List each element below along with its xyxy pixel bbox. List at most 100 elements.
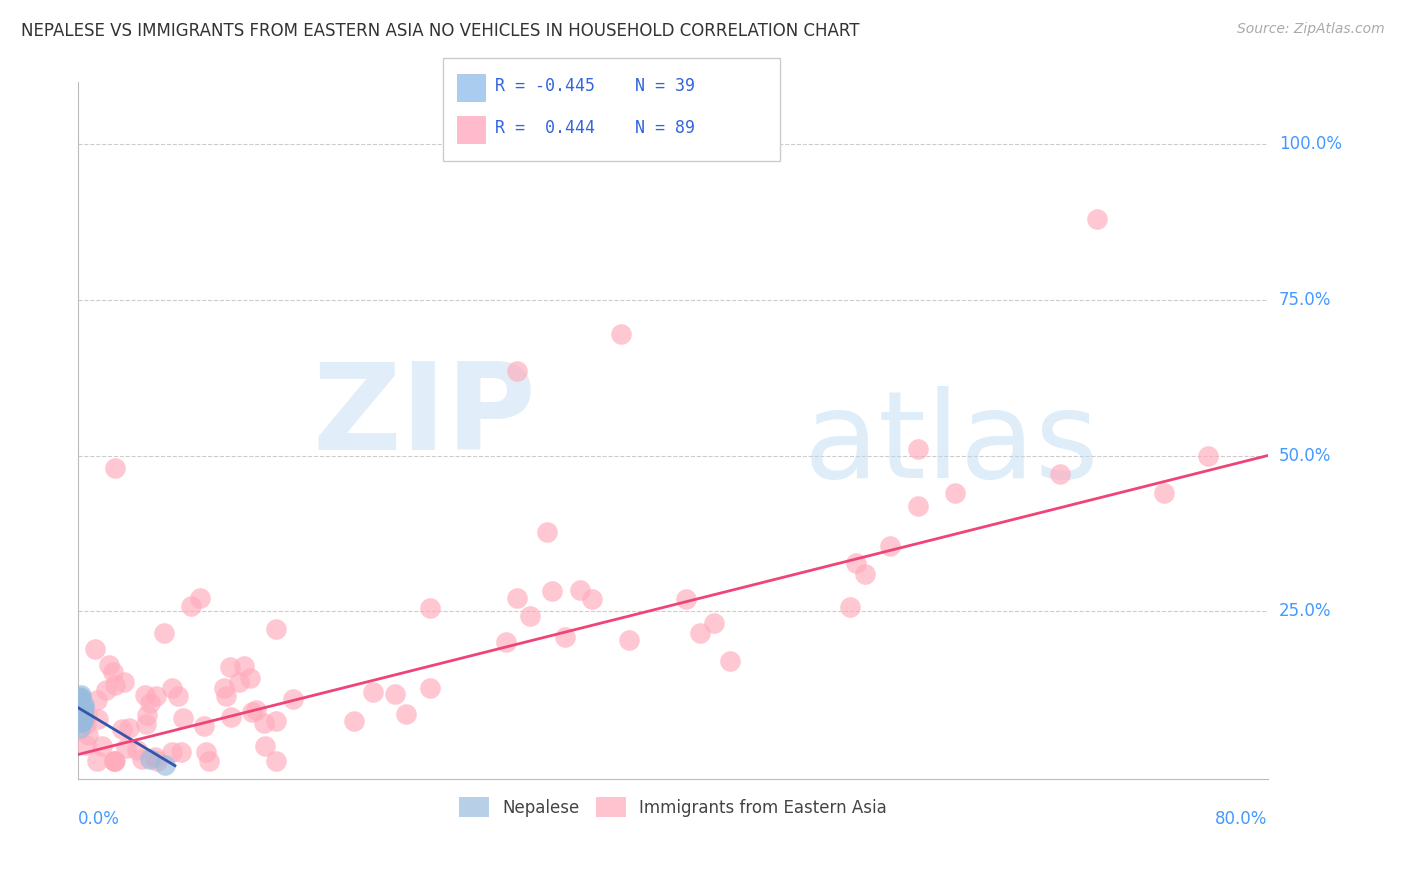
Point: [419, 600, 441, 615]
Text: ZIP: ZIP: [312, 359, 536, 475]
Point: [619, 633, 641, 648]
Point: [254, 739, 277, 753]
Legend: Nepalese, Immigrants from Eastern Asia: Nepalese, Immigrants from Eastern Asia: [453, 791, 894, 823]
Point: [72, 714, 94, 728]
Point: [239, 671, 262, 685]
Point: [384, 687, 406, 701]
Point: [718, 654, 741, 668]
Point: [69, 709, 91, 723]
Point: [193, 719, 215, 733]
Point: [70, 691, 93, 706]
Point: [153, 626, 176, 640]
Point: [75, 738, 97, 752]
Point: [111, 722, 134, 736]
Text: R = -0.445    N = 39: R = -0.445 N = 39: [495, 77, 695, 95]
Point: [361, 685, 384, 699]
Point: [69, 698, 91, 712]
Point: [73, 700, 96, 714]
Point: [845, 556, 868, 570]
Point: [69, 709, 91, 723]
Point: [69, 709, 91, 723]
Point: [689, 625, 711, 640]
Point: [72, 709, 94, 723]
Point: [72, 713, 94, 727]
Point: [198, 754, 221, 768]
Point: [69, 703, 91, 717]
Point: [115, 741, 138, 756]
Point: [907, 442, 929, 457]
Point: [69, 699, 91, 714]
Point: [153, 758, 176, 772]
Point: [112, 674, 135, 689]
Point: [145, 690, 167, 704]
Point: [581, 591, 603, 606]
Point: [104, 754, 127, 768]
Point: [70, 688, 93, 702]
Point: [343, 714, 366, 729]
Point: [70, 703, 93, 717]
Point: [219, 710, 242, 724]
Point: [104, 461, 127, 475]
Point: [554, 630, 576, 644]
Point: [519, 609, 541, 624]
Point: [72, 703, 94, 717]
Point: [419, 681, 441, 696]
Text: 25.0%: 25.0%: [1279, 602, 1331, 620]
Point: [69, 714, 91, 729]
Text: 100.0%: 100.0%: [1279, 136, 1341, 153]
Point: [69, 694, 91, 708]
Point: [70, 708, 93, 723]
Point: [266, 622, 288, 636]
Point: [69, 714, 91, 728]
Point: [69, 699, 91, 714]
Point: [73, 713, 96, 727]
Point: [146, 754, 169, 768]
Point: [167, 690, 190, 704]
Point: [101, 665, 124, 680]
Point: [945, 486, 967, 500]
Point: [838, 600, 860, 615]
Point: [70, 702, 93, 716]
Point: [69, 690, 91, 705]
Point: [180, 599, 202, 613]
Point: [233, 659, 256, 673]
Point: [69, 721, 91, 735]
Point: [91, 739, 114, 753]
Point: [98, 658, 121, 673]
Point: [72, 706, 94, 721]
Point: [495, 635, 517, 649]
Point: [134, 689, 156, 703]
Point: [70, 704, 93, 718]
Point: [143, 749, 166, 764]
Point: [675, 591, 697, 606]
Point: [72, 709, 94, 723]
Point: [194, 745, 217, 759]
Text: atlas: atlas: [804, 386, 1099, 503]
Point: [72, 708, 94, 723]
Point: [87, 712, 110, 726]
Point: [69, 703, 91, 717]
Point: [266, 754, 288, 768]
Point: [240, 706, 263, 720]
Point: [72, 709, 94, 723]
Point: [75, 717, 97, 731]
Point: [138, 752, 160, 766]
Point: [160, 745, 183, 759]
Point: [118, 721, 141, 735]
Text: 0.0%: 0.0%: [79, 810, 120, 828]
Point: [541, 584, 564, 599]
Text: 80.0%: 80.0%: [1215, 810, 1268, 828]
Point: [170, 745, 193, 759]
Point: [136, 707, 159, 722]
Text: 50.0%: 50.0%: [1279, 447, 1331, 465]
Point: [506, 364, 529, 378]
Point: [70, 715, 93, 730]
Point: [395, 706, 418, 721]
Point: [73, 698, 96, 712]
Point: [703, 615, 725, 630]
Point: [879, 539, 901, 553]
Point: [125, 743, 148, 757]
Point: [253, 716, 276, 731]
Point: [1085, 211, 1108, 226]
Point: [70, 703, 93, 717]
